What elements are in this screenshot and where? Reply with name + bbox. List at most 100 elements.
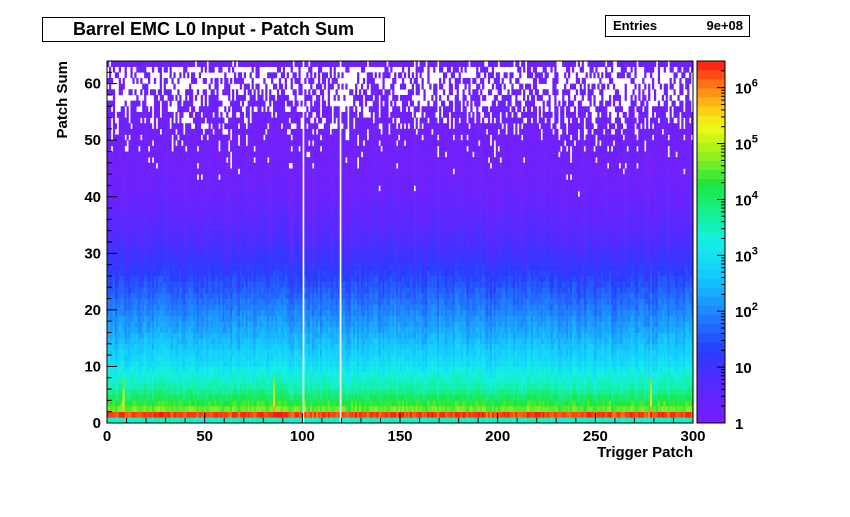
heatmap-cell xyxy=(171,333,173,339)
heatmap-cell xyxy=(132,349,134,355)
heatmap-cell xyxy=(181,157,183,163)
heatmap-cell xyxy=(212,287,214,293)
heatmap-cell xyxy=(197,253,199,259)
heatmap-cell xyxy=(154,225,156,231)
heatmap-cell xyxy=(212,163,214,169)
heatmap-cell xyxy=(113,135,115,141)
heatmap-cell xyxy=(127,395,129,401)
heatmap-cell xyxy=(158,248,160,254)
heatmap-cell xyxy=(156,338,158,344)
heatmap-cell xyxy=(113,157,115,163)
heatmap-cell xyxy=(187,225,189,231)
heatmap-cell xyxy=(199,214,201,220)
heatmap-cell xyxy=(109,208,111,214)
heatmap-cell xyxy=(136,202,138,208)
heatmap-cell xyxy=(138,372,140,378)
heatmap-cell xyxy=(138,361,140,367)
heatmap-cell xyxy=(179,163,181,169)
heatmap-cell xyxy=(220,349,222,355)
heatmap-cell xyxy=(207,282,209,288)
heatmap-cell xyxy=(175,366,177,372)
heatmap-cell xyxy=(216,231,218,237)
heatmap-cell xyxy=(146,406,148,412)
heatmap-cell xyxy=(127,287,129,293)
heatmap-cell xyxy=(136,112,138,118)
heatmap-cell xyxy=(203,321,205,327)
heatmap-cell xyxy=(224,349,226,355)
heatmap-cell xyxy=(134,299,136,305)
heatmap-cell xyxy=(166,168,168,174)
heatmap-cell xyxy=(144,304,146,310)
heatmap-cell xyxy=(177,191,179,197)
heatmap-cell xyxy=(128,89,130,95)
heatmap-cell xyxy=(128,163,130,169)
heatmap-cell xyxy=(125,338,127,344)
heatmap-cell xyxy=(185,101,187,107)
heatmap-cell xyxy=(140,270,142,276)
heatmap-cell xyxy=(111,327,113,333)
heatmap-cell xyxy=(216,310,218,316)
heatmap-cell xyxy=(146,197,148,203)
heatmap-cell xyxy=(209,214,211,220)
heatmap-cell xyxy=(185,180,187,186)
heatmap-cell xyxy=(183,180,185,186)
heatmap-cell xyxy=(128,168,130,174)
heatmap-cell xyxy=(119,242,121,248)
heatmap-cell xyxy=(201,219,203,225)
heatmap-cell xyxy=(132,333,134,339)
heatmap-cell xyxy=(166,412,168,418)
heatmap-cell xyxy=(195,327,197,333)
heatmap-cell xyxy=(160,395,162,401)
heatmap-cell xyxy=(175,163,177,169)
heatmap-cell xyxy=(193,299,195,305)
heatmap-cell xyxy=(220,406,222,412)
heatmap-cell xyxy=(216,327,218,333)
heatmap-cell xyxy=(209,67,211,73)
heatmap-cell xyxy=(125,383,127,389)
heatmap-cell xyxy=(125,400,127,406)
heatmap-cell xyxy=(168,265,170,271)
heatmap-cell xyxy=(152,67,154,73)
heatmap-cell xyxy=(166,299,168,305)
heatmap-cell xyxy=(136,293,138,299)
heatmap-cell xyxy=(113,208,115,214)
heatmap-cell xyxy=(123,197,125,203)
heatmap-cell xyxy=(209,152,211,158)
heatmap-cell xyxy=(152,236,154,242)
heatmap-cell xyxy=(177,378,179,384)
heatmap-cell xyxy=(220,253,222,259)
heatmap-cell xyxy=(170,366,172,372)
heatmap-cell xyxy=(214,389,216,395)
heatmap-cell xyxy=(216,383,218,389)
heatmap-cell xyxy=(191,383,193,389)
heatmap-cell xyxy=(140,78,142,84)
heatmap-cell xyxy=(138,395,140,401)
heatmap-cell xyxy=(154,287,156,293)
heatmap-cell xyxy=(160,327,162,333)
heatmap-cell xyxy=(115,372,117,378)
heatmap-cell xyxy=(146,287,148,293)
heatmap-cell xyxy=(193,242,195,248)
heatmap-cell xyxy=(150,208,152,214)
heatmap-cell xyxy=(191,202,193,208)
heatmap-cell xyxy=(160,349,162,355)
heatmap-cell xyxy=(185,316,187,322)
heatmap-cell xyxy=(109,316,111,322)
heatmap-cell xyxy=(199,316,201,322)
heatmap-cell xyxy=(179,389,181,395)
heatmap-cell xyxy=(218,355,220,361)
heatmap-cell xyxy=(209,282,211,288)
heatmap-cell xyxy=(132,185,134,191)
heatmap-cell xyxy=(142,389,144,395)
heatmap-cell xyxy=(193,197,195,203)
heatmap-cell xyxy=(179,253,181,259)
heatmap-cell xyxy=(170,231,172,237)
heatmap-cell xyxy=(121,231,123,237)
heatmap-cell xyxy=(109,112,111,118)
heatmap-cell xyxy=(156,259,158,265)
heatmap-cell xyxy=(197,202,199,208)
heatmap-cell xyxy=(179,106,181,112)
heatmap-cell xyxy=(144,225,146,231)
heatmap-cell xyxy=(183,361,185,367)
heatmap-cell xyxy=(113,270,115,276)
